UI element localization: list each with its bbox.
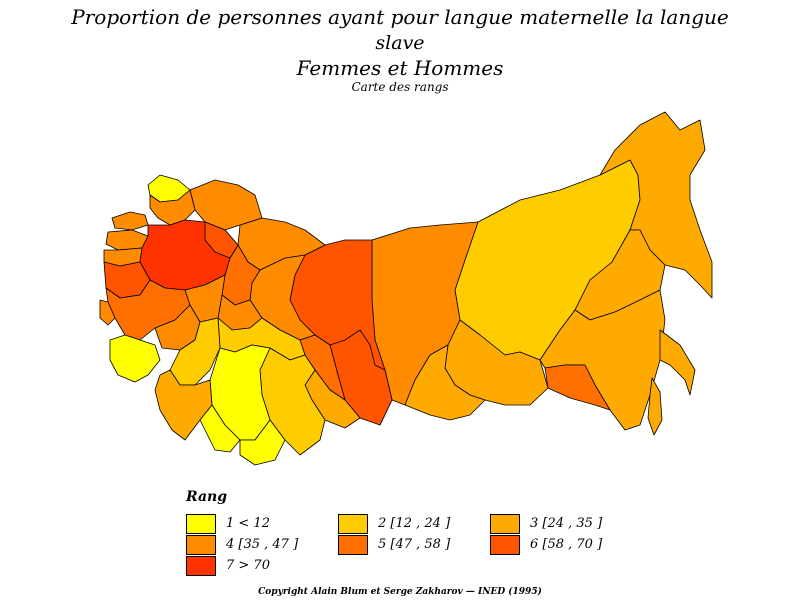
region-moldova	[99, 299, 116, 326]
region-kamchatka	[659, 329, 696, 396]
region-arkhangelsk	[189, 179, 263, 231]
region-volga-north	[204, 221, 239, 259]
legend-swatch-rank-7	[186, 556, 216, 576]
region-far-east-north	[599, 111, 713, 299]
copyright-notice: Copyright Alain Blum et Serge Zakharov —…	[258, 587, 542, 597]
region-tajikistan-kyrgyzstan	[239, 419, 286, 466]
legend-label: 5 [47 , 58 ]	[378, 537, 451, 552]
legend-title: Rang	[186, 489, 227, 505]
legend-swatch-rank-2	[338, 514, 368, 534]
legend-label: 3 [24 , 35 ]	[530, 516, 603, 531]
region-karelia	[149, 189, 196, 226]
legend-label: 2 [12 , 24 ]	[378, 516, 451, 531]
legend-swatch-rank-1	[186, 514, 216, 534]
legend-swatch-rank-3	[490, 514, 520, 534]
region-estonia	[111, 211, 149, 231]
region-caucasus	[109, 334, 161, 383]
legend-swatch-rank-6	[490, 535, 520, 555]
map-title-line-2: slave	[375, 32, 425, 54]
legend-label: 1 < 12	[226, 516, 270, 531]
map-title-line-1: Proportion de personnes ayant pour langu…	[71, 5, 729, 29]
region-sakhalin	[647, 377, 663, 436]
region-latvia	[105, 229, 149, 251]
legend-swatch-rank-5	[338, 535, 368, 555]
map-subtitle: Carte des rangs	[351, 80, 449, 94]
region-buryatia	[404, 344, 486, 421]
map-title-line-3: Femmes et Hommes	[296, 56, 504, 80]
legend-label: 4 [35 , 47 ]	[226, 537, 299, 552]
legend-label: 7 > 70	[226, 558, 270, 573]
legend-swatch-rank-4	[186, 535, 216, 555]
legend-label: 6 [58 , 70 ]	[530, 537, 603, 552]
region-amur	[544, 364, 611, 411]
